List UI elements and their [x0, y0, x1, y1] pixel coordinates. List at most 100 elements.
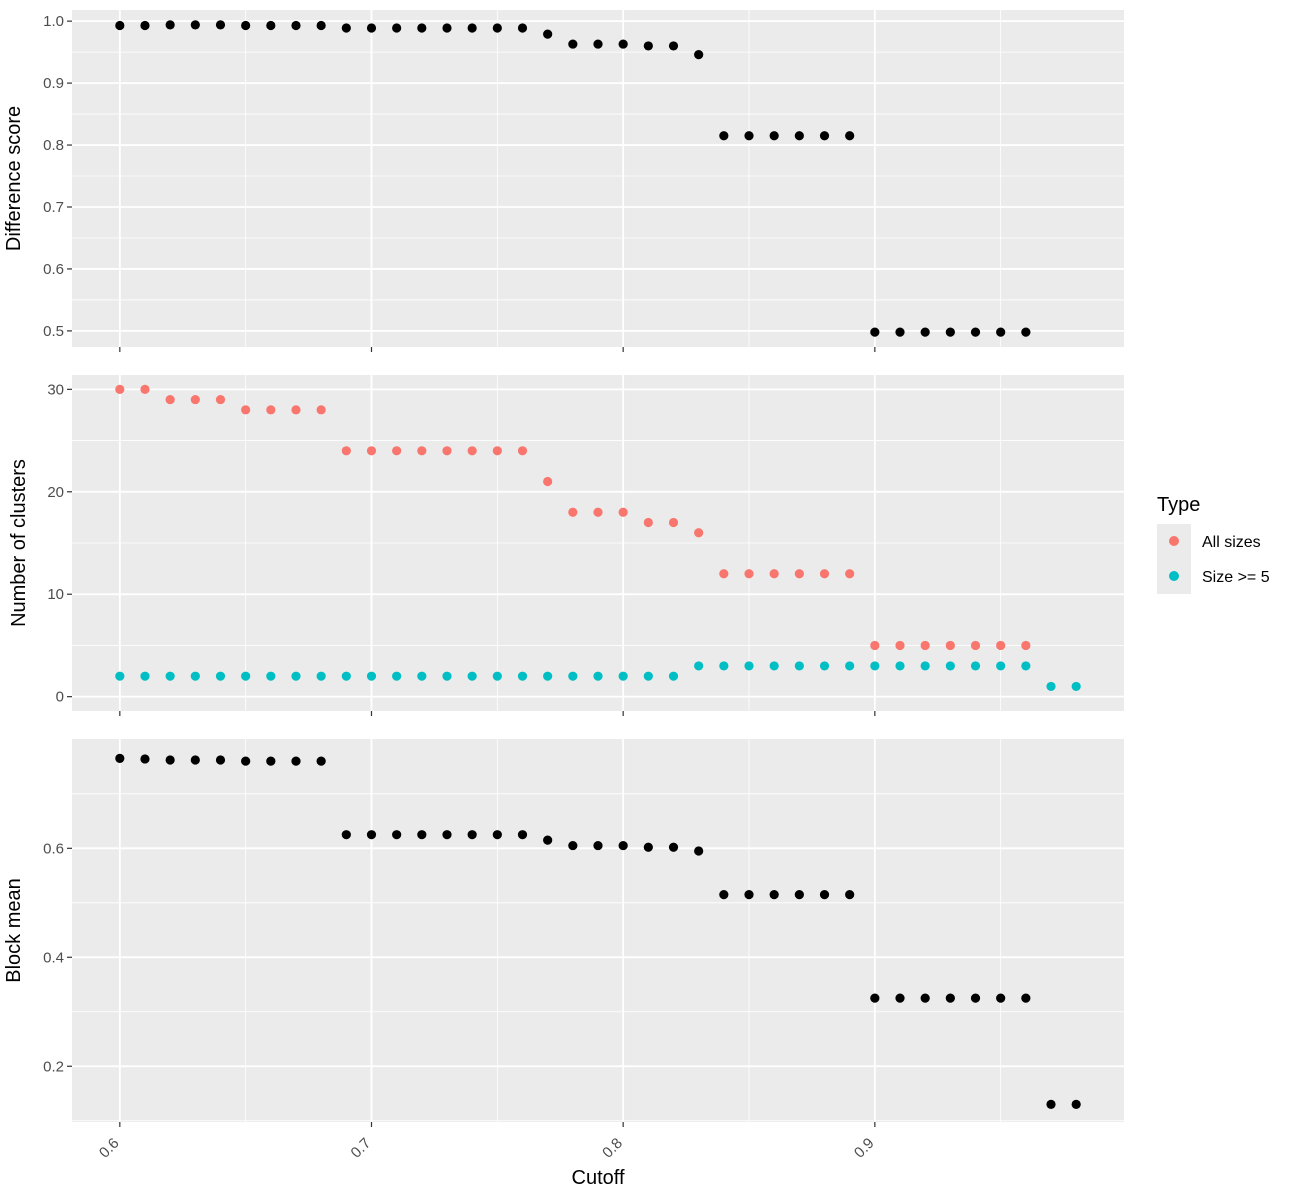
- legend-key-size-ge-5: [1169, 571, 1179, 581]
- data-point: [593, 840, 603, 851]
- x-tick-label: 0.9: [851, 1135, 878, 1162]
- data-point: [794, 661, 804, 671]
- data-point: [970, 327, 981, 337]
- data-point: [291, 671, 301, 681]
- data-point: [895, 993, 905, 1003]
- x-tick-label: 0.8: [599, 1135, 626, 1162]
- data-point: [945, 327, 955, 337]
- data-point: [920, 661, 930, 671]
- data-point: [442, 23, 452, 33]
- data-point: [895, 327, 905, 337]
- x-axis-title: Cutoff: [572, 1167, 625, 1189]
- data-point: [442, 830, 452, 840]
- data-point: [870, 661, 880, 671]
- data-point: [417, 671, 427, 681]
- data-point: [543, 476, 553, 487]
- legend-key-all-sizes: [1169, 536, 1179, 546]
- data-point: [996, 661, 1006, 671]
- data-point: [366, 671, 377, 681]
- panel-3: 0.2 0.4 0.6 Block mean: [3, 739, 1124, 1127]
- data-point: [241, 756, 251, 766]
- legend-label-size-ge-5: Size >= 5: [1202, 569, 1270, 586]
- data-point: [165, 755, 175, 765]
- data-point: [870, 640, 880, 651]
- y-axis-title: Block mean: [3, 878, 25, 983]
- data-point: [568, 507, 578, 517]
- panel-2: 0 10 20 30 Number of clusters: [8, 375, 1124, 716]
- legend-key-background: [1157, 524, 1191, 594]
- data-point: [668, 842, 679, 852]
- data-point: [467, 830, 477, 840]
- panel-background: [72, 739, 1124, 1122]
- panel-background: [72, 10, 1124, 347]
- data-point: [492, 23, 502, 33]
- data-point: [1046, 1099, 1056, 1110]
- data-point: [215, 755, 226, 765]
- data-point: [719, 661, 729, 671]
- y-tick-label: 0.5: [43, 323, 64, 340]
- data-point: [517, 671, 528, 681]
- y-tick-label: 10: [47, 586, 64, 603]
- data-point: [291, 405, 301, 415]
- data-point: [190, 671, 200, 681]
- data-point: [215, 671, 226, 681]
- y-tick-label: 0.6: [43, 840, 64, 857]
- data-point: [769, 131, 779, 141]
- data-point: [417, 23, 427, 33]
- data-point: [241, 20, 251, 31]
- data-point: [618, 39, 628, 49]
- data-point: [996, 993, 1006, 1003]
- data-point: [769, 661, 779, 671]
- data-point: [366, 446, 377, 456]
- data-point: [341, 671, 351, 681]
- y-tick-label: 20: [47, 484, 64, 501]
- series-all-sizes: [115, 384, 1031, 651]
- data-point: [945, 993, 955, 1003]
- y-tick-label: 30: [47, 381, 64, 398]
- data-point: [694, 846, 704, 856]
- y-axis-title: Number of clusters: [8, 459, 30, 627]
- data-point: [895, 640, 905, 651]
- data-point: [819, 661, 830, 671]
- data-point: [1021, 640, 1031, 651]
- data-point: [266, 671, 276, 681]
- data-point: [140, 20, 150, 31]
- y-tick-label: 0.7: [43, 199, 64, 216]
- legend-label-all-sizes: All sizes: [1202, 534, 1261, 551]
- data-point: [618, 671, 628, 681]
- data-point: [970, 661, 981, 671]
- data-point: [291, 20, 301, 31]
- data-point: [1021, 327, 1031, 337]
- data-point: [1071, 1099, 1081, 1110]
- data-point: [492, 671, 502, 681]
- data-point: [643, 671, 653, 681]
- data-point: [341, 446, 351, 456]
- data-point: [392, 671, 402, 681]
- data-point: [593, 39, 603, 49]
- x-tick-label: 0.7: [348, 1135, 375, 1162]
- data-point: [241, 405, 251, 415]
- data-point: [996, 327, 1006, 337]
- data-point: [1046, 681, 1056, 692]
- data-point: [190, 394, 200, 405]
- data-point: [744, 890, 754, 900]
- data-point: [845, 131, 855, 141]
- data-point: [392, 446, 402, 456]
- data-point: [920, 327, 930, 337]
- data-point: [316, 20, 326, 31]
- data-point: [165, 671, 175, 681]
- data-point: [467, 23, 477, 33]
- data-point: [870, 993, 880, 1003]
- data-point: [241, 671, 251, 681]
- data-point: [794, 569, 804, 579]
- data-point: [845, 661, 855, 671]
- data-point: [643, 842, 653, 852]
- data-point: [568, 39, 578, 49]
- x-axis: 0.6 0.7 0.8 0.9: [96, 1135, 878, 1162]
- data-point: [568, 671, 578, 681]
- y-tick-label: 1.0: [43, 13, 64, 30]
- data-point: [291, 756, 301, 766]
- data-point: [467, 446, 477, 456]
- data-point: [694, 528, 704, 538]
- data-point: [165, 20, 175, 30]
